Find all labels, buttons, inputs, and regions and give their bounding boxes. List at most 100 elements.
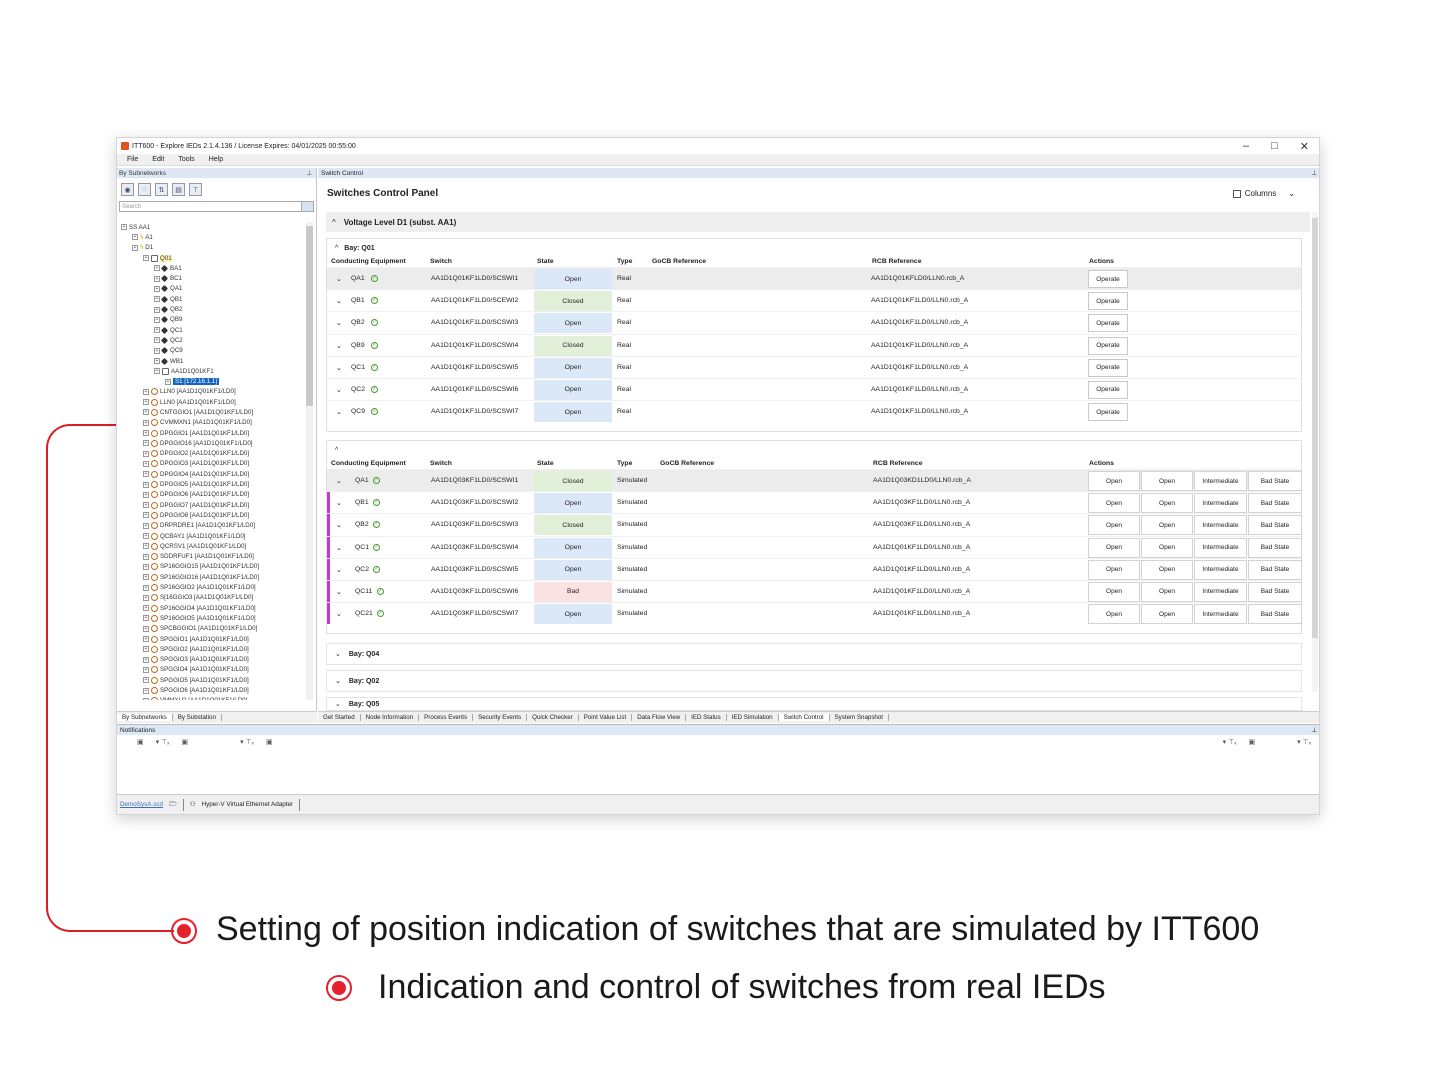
tree-node[interactable]: + SPGGIO3 [AA1D1Q01KF1/LD0] [117, 654, 307, 664]
set-open-button[interactable]: Open [1141, 471, 1193, 491]
tab-by-substation[interactable]: By Substation [173, 714, 222, 721]
tree-node[interactable]: + DRPRDRE1 [AA1D1Q01KF1/LD0] [117, 521, 307, 531]
tree-node[interactable]: + SP16GGIO2 [AA1D1Q01KF1/LD0] [117, 582, 307, 592]
expand-icon[interactable]: + [143, 666, 149, 673]
expand-icon[interactable]: + [143, 419, 149, 426]
tab-system-snapshot[interactable]: System Snapshot [830, 714, 890, 721]
project-file-link[interactable]: DemoSysA.scd [120, 801, 164, 808]
tree-node[interactable]: + LLN0 [AA1D1Q01KF1/LD0] [117, 387, 307, 397]
tab-process-events[interactable]: Process Events [419, 714, 474, 721]
tree-node[interactable]: + SP16GGIO16 [AA1D1Q01KF1/LD0] [117, 572, 307, 582]
expand-icon[interactable]: + [154, 368, 160, 375]
tree-node[interactable]: + S1 [172.16.1.1] [117, 376, 307, 386]
expand-icon[interactable]: + [143, 460, 149, 467]
checkbox-icon[interactable]: ▣ [137, 739, 144, 746]
tab-point-value-list[interactable]: Point Value List [579, 714, 633, 721]
expand-icon[interactable]: + [143, 584, 149, 591]
search-icon[interactable] [301, 202, 313, 211]
tab-security-events[interactable]: Security Events [473, 714, 528, 721]
expand-icon[interactable]: + [154, 347, 160, 354]
expand-icon[interactable]: + [143, 543, 149, 550]
tree-node[interactable]: + SP16GGIO5 [AA1D1Q01KF1/LD0] [117, 613, 307, 623]
expand-icon[interactable]: + [143, 553, 149, 560]
expand-icon[interactable]: + [143, 450, 149, 457]
set-intermediate-button[interactable]: Intermediate [1194, 537, 1247, 558]
set-intermediate-button[interactable]: Intermediate [1194, 581, 1247, 602]
chevron-down-icon[interactable]: ⌄ [336, 588, 342, 596]
tree-node[interactable]: + QB1 [117, 294, 307, 304]
close-button[interactable]: ✕ [1299, 140, 1309, 153]
set-bad-state-button[interactable]: Bad State [1248, 515, 1302, 536]
expand-icon[interactable]: + [143, 625, 149, 632]
expand-icon[interactable]: + [143, 563, 149, 570]
operate-button[interactable]: Operate [1088, 336, 1128, 355]
tree-node[interactable]: + QCRSV1 [AA1D1Q01KF1/LD0] [117, 541, 307, 551]
dropdown-icon[interactable]: ▾ ⊤ₓ [1222, 739, 1237, 746]
bay-q02-header[interactable]: ⌄ Bay: Q02 [326, 670, 1302, 692]
dropdown-icon[interactable]: ▾ ⊤ₓ [1297, 739, 1311, 746]
expand-icon[interactable]: + [143, 399, 149, 406]
expand-icon[interactable]: + [143, 430, 149, 437]
expand-icon[interactable]: + [143, 522, 149, 529]
expand-icon[interactable]: + [143, 605, 149, 612]
tree-node[interactable]: + DPGGIO8 [AA1D1Q01KF1/LD0] [117, 510, 307, 520]
expand-icon[interactable]: + [143, 502, 149, 509]
pin-icon[interactable]: ⊥ [1311, 170, 1317, 177]
expand-icon[interactable]: + [154, 337, 160, 344]
set-bad-state-button[interactable]: Bad State [1248, 493, 1302, 514]
tree-node[interactable]: + DPGGIO3 [AA1D1Q01KF1/LD0] [117, 459, 307, 469]
operate-button[interactable]: Operate [1088, 314, 1128, 333]
chevron-down-icon[interactable]: ⌄ [336, 364, 342, 372]
expand-icon[interactable]: + [154, 265, 160, 272]
expand-icon[interactable]: + [143, 491, 149, 498]
tree-node[interactable]: + SPGGIO6 [AA1D1Q01KF1/LD0] [117, 685, 307, 695]
checkbox-icon[interactable]: ▣ [181, 739, 189, 746]
tree-node[interactable]: + QC1 [117, 325, 307, 335]
set-bad-state-button[interactable]: Bad State [1248, 471, 1302, 491]
tree-node[interactable]: + SS AA1 [117, 222, 307, 232]
bay-q04-header[interactable]: ⌄ Bay: Q04 [326, 643, 1302, 665]
chevron-down-icon[interactable]: ⌄ [336, 386, 342, 394]
tree-node[interactable]: + SPGGIO4 [AA1D1Q01KF1/LD0] [117, 665, 307, 675]
dropdown-icon[interactable]: ▾ ⊤ₓ [155, 739, 170, 746]
expand-icon[interactable]: + [165, 378, 171, 385]
set-open-button[interactable]: Open [1088, 604, 1140, 625]
chevron-down-icon[interactable]: ⌄ [336, 409, 342, 417]
chevron-down-icon[interactable]: ⌄ [336, 544, 342, 552]
chevron-down-icon[interactable]: ⌄ [336, 298, 342, 306]
expand-icon[interactable]: + [121, 224, 127, 231]
bay-q05-header[interactable]: ⌄ Bay: Q05 [326, 697, 1302, 711]
set-open-button[interactable]: Open [1141, 493, 1193, 514]
tree-node[interactable]: + QA1 [117, 284, 307, 294]
tree-node[interactable]: + SPGGIO1 [AA1D1Q01KF1/LD0] [117, 634, 307, 644]
menu-file[interactable]: File [127, 156, 139, 163]
tree-node[interactable]: + LLN0 [AA1D1Q01KF1/LD0] [117, 397, 307, 407]
tree-node[interactable]: + BA1 [117, 263, 307, 273]
set-open-button[interactable]: Open [1141, 515, 1193, 536]
tree-node[interactable]: + ϟ D1 [117, 243, 307, 253]
tree-node[interactable]: + DPGGIO1 [AA1D1Q01KF1/LD0] [117, 428, 307, 438]
expand-icon[interactable]: + [143, 687, 149, 694]
tree-node[interactable]: + QB2 [117, 304, 307, 314]
set-intermediate-button[interactable]: Intermediate [1194, 493, 1247, 514]
tree-node[interactable]: + Q01 [117, 253, 307, 263]
tree-node[interactable]: + QC2 [117, 335, 307, 345]
expand-icon[interactable]: + [143, 533, 149, 540]
chevron-down-icon[interactable]: ⌄ [336, 566, 342, 574]
set-bad-state-button[interactable]: Bad State [1248, 581, 1302, 602]
tree-node[interactable]: + BC1 [117, 273, 307, 283]
chevron-down-icon[interactable]: ⌄ [336, 320, 342, 328]
pin-icon[interactable]: ⊥ [306, 170, 312, 177]
tree-node[interactable]: + AA1D1Q01KF1 [117, 366, 307, 376]
set-bad-state-button[interactable]: Bad State [1248, 559, 1302, 580]
tab-data-flow-view[interactable]: Data Flow View [632, 714, 687, 721]
expand-icon[interactable]: + [154, 275, 160, 282]
expand-icon[interactable]: + [132, 234, 138, 241]
expand-icon[interactable]: + [143, 594, 149, 601]
tree-node[interactable]: + SPCBGGIO1 [AA1D1Q01KF1/LD0] [117, 624, 307, 634]
tree-node[interactable]: + WB1 [117, 356, 307, 366]
expand-icon[interactable]: + [143, 677, 149, 684]
expand-icon[interactable]: + [132, 244, 138, 251]
tree-node[interactable]: + CNTGGIO1 [AA1D1Q01KF1/LD0] [117, 407, 307, 417]
set-bad-state-button[interactable]: Bad State [1248, 537, 1302, 558]
